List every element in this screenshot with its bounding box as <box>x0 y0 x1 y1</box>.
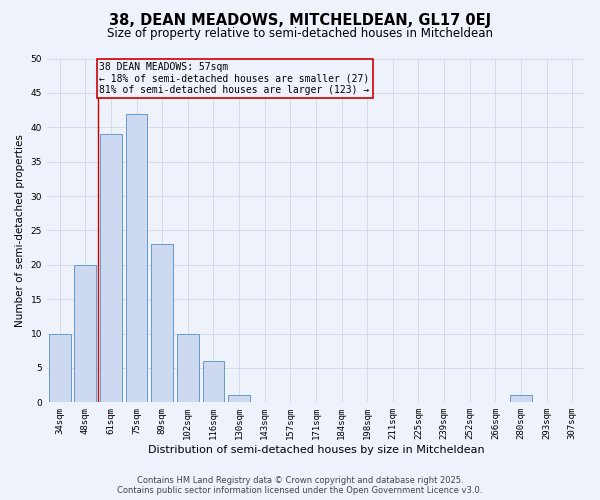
Bar <box>126 114 148 403</box>
Bar <box>100 134 122 402</box>
Bar <box>177 334 199 402</box>
Bar <box>203 361 224 403</box>
X-axis label: Distribution of semi-detached houses by size in Mitcheldean: Distribution of semi-detached houses by … <box>148 445 484 455</box>
Text: 38 DEAN MEADOWS: 57sqm
← 18% of semi-detached houses are smaller (27)
81% of sem: 38 DEAN MEADOWS: 57sqm ← 18% of semi-det… <box>100 62 370 95</box>
Bar <box>49 334 71 402</box>
Text: Contains HM Land Registry data © Crown copyright and database right 2025.
Contai: Contains HM Land Registry data © Crown c… <box>118 476 482 495</box>
Bar <box>228 396 250 402</box>
Bar <box>74 265 96 402</box>
Bar <box>151 244 173 402</box>
Bar <box>510 396 532 402</box>
Y-axis label: Number of semi-detached properties: Number of semi-detached properties <box>15 134 25 327</box>
Text: 38, DEAN MEADOWS, MITCHELDEAN, GL17 0EJ: 38, DEAN MEADOWS, MITCHELDEAN, GL17 0EJ <box>109 12 491 28</box>
Text: Size of property relative to semi-detached houses in Mitcheldean: Size of property relative to semi-detach… <box>107 28 493 40</box>
